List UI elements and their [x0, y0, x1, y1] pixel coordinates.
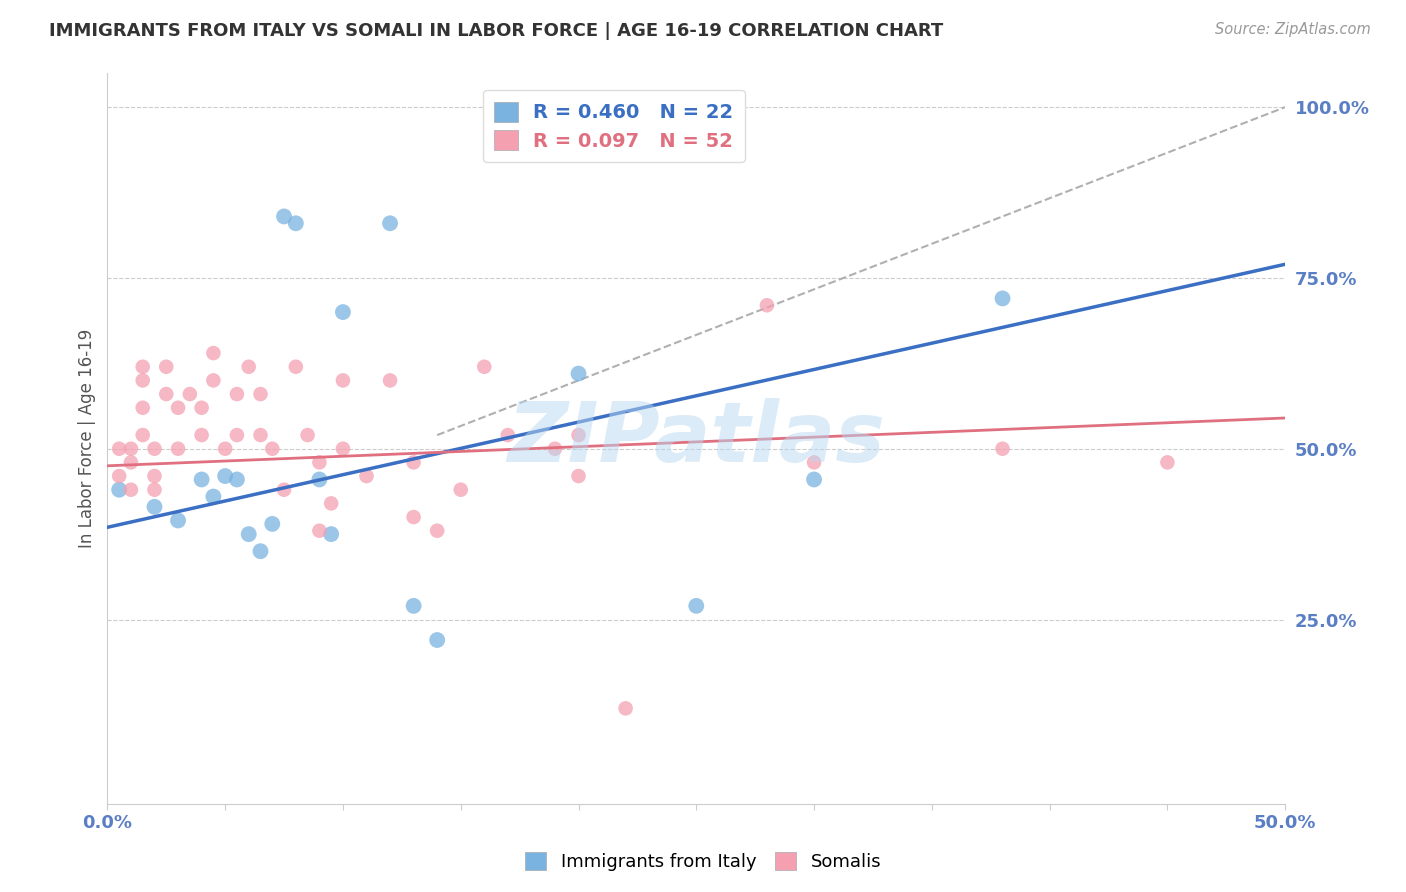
Point [143, 483, 166, 497]
Point [426, 633, 449, 648]
Point [567, 469, 589, 483]
Point [190, 401, 212, 415]
Point [226, 428, 249, 442]
Point [356, 469, 378, 483]
Point [238, 359, 260, 374]
Point [308, 524, 330, 538]
Point [614, 701, 637, 715]
Point [321, 496, 343, 510]
Point [238, 527, 260, 541]
Point [1156, 455, 1178, 469]
Point [297, 428, 319, 442]
Point [803, 455, 825, 469]
Point [202, 490, 225, 504]
Point [402, 599, 425, 613]
Point [202, 346, 225, 360]
Point [132, 401, 155, 415]
Legend: R = 0.460   N = 22, R = 0.097   N = 52: R = 0.460 N = 22, R = 0.097 N = 52 [482, 90, 745, 162]
Point [167, 401, 190, 415]
Point [308, 455, 330, 469]
Point [803, 473, 825, 487]
Point [402, 510, 425, 524]
Point [120, 483, 142, 497]
Point [284, 216, 307, 230]
Point [179, 387, 201, 401]
Point [567, 367, 589, 381]
Point [332, 442, 354, 456]
Point [321, 527, 343, 541]
Point [120, 442, 142, 456]
Point [214, 442, 236, 456]
Point [155, 359, 177, 374]
Point [108, 469, 131, 483]
Point [132, 373, 155, 387]
Y-axis label: In Labor Force | Age 16-19: In Labor Force | Age 16-19 [79, 329, 96, 548]
Point [273, 483, 295, 497]
Point [567, 428, 589, 442]
Point [143, 442, 166, 456]
Point [262, 442, 284, 456]
Point [249, 544, 271, 558]
Point [132, 428, 155, 442]
Point [167, 513, 190, 527]
Point [226, 473, 249, 487]
Point [190, 428, 212, 442]
Point [249, 387, 271, 401]
Point [202, 373, 225, 387]
Point [108, 483, 131, 497]
Point [378, 216, 401, 230]
Point [472, 359, 495, 374]
Point [143, 469, 166, 483]
Point [262, 516, 284, 531]
Point [108, 442, 131, 456]
Point [332, 373, 354, 387]
Point [685, 599, 707, 613]
Point [544, 442, 567, 456]
Point [132, 359, 155, 374]
Point [143, 500, 166, 514]
Point [332, 305, 354, 319]
Text: Source: ZipAtlas.com: Source: ZipAtlas.com [1215, 22, 1371, 37]
Point [450, 483, 472, 497]
Point [249, 428, 271, 442]
Point [155, 387, 177, 401]
Point [273, 210, 295, 224]
Point [226, 387, 249, 401]
Point [426, 524, 449, 538]
Text: IMMIGRANTS FROM ITALY VS SOMALI IN LABOR FORCE | AGE 16-19 CORRELATION CHART: IMMIGRANTS FROM ITALY VS SOMALI IN LABOR… [49, 22, 943, 40]
Point [755, 298, 778, 312]
Legend: Immigrants from Italy, Somalis: Immigrants from Italy, Somalis [517, 845, 889, 879]
Point [991, 292, 1014, 306]
Point [308, 473, 330, 487]
Point [378, 373, 401, 387]
Point [214, 469, 236, 483]
Point [402, 455, 425, 469]
Point [284, 359, 307, 374]
Text: ZIPatlas: ZIPatlas [508, 398, 886, 479]
Point [991, 442, 1014, 456]
Point [167, 442, 190, 456]
Point [190, 473, 212, 487]
Point [120, 455, 142, 469]
Point [496, 428, 519, 442]
